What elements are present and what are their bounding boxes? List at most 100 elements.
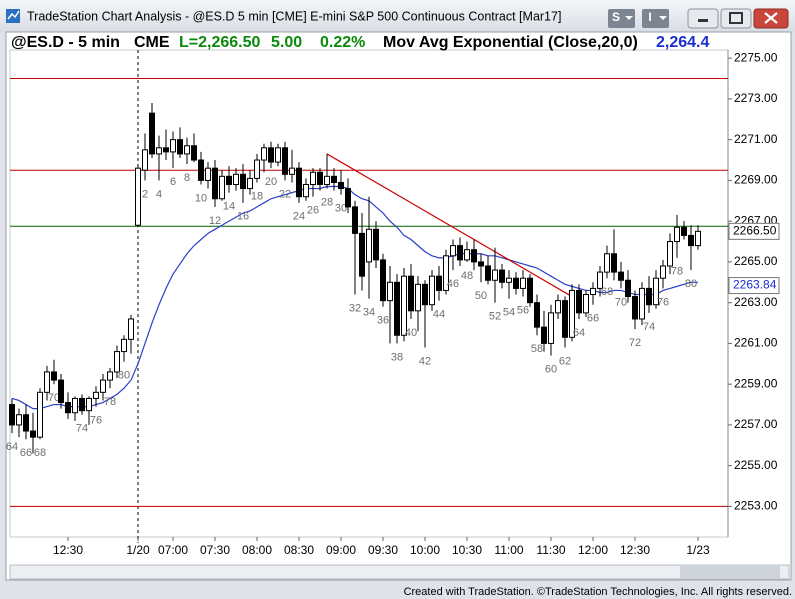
candle-body [513,277,519,289]
candle-body [128,318,134,340]
bar-number: 64 [6,441,18,453]
candle-body [478,261,484,267]
candle-body [205,167,211,181]
candle-body [44,371,50,393]
candle-body [79,397,85,412]
candle-body [331,175,337,183]
candle-body [310,171,316,185]
candle-body [632,296,638,320]
candle-body [443,255,449,291]
minimize-button[interactable] [687,8,719,29]
candle-body [345,188,351,208]
candle-body [415,283,421,312]
candle-body [107,371,113,381]
candle-body [373,228,379,261]
candle-body [380,259,386,302]
bar-number: 20 [265,176,277,188]
candle-body [436,275,442,291]
symbol: @ES.D - 5 min [11,34,120,51]
price-label: 2263.84 [733,278,777,292]
bar-number: 60 [545,364,557,376]
bar-number: 80 [685,278,697,290]
scroll-bar[interactable] [9,564,790,580]
x-tick-label: 07:00 [158,543,188,557]
candle-body [254,159,260,179]
candle-body [569,289,575,338]
window-title: TradeStation Chart Analysis - @ES.D 5 mi… [27,9,561,23]
candle-body [429,275,435,306]
candle-body [233,173,239,185]
candle-body [177,139,183,155]
bar-number: 22 [279,188,291,200]
bar-number: 56 [517,304,529,316]
bar-number: 42 [419,355,431,367]
candle-body [534,302,540,328]
candle-body [72,397,78,414]
bar-number: 28 [321,196,333,208]
maximize-button[interactable] [720,8,752,29]
ema-line [11,185,698,410]
bar-number: 30 [335,203,347,215]
candle-body [527,277,533,304]
candle-body [499,269,505,283]
bar-number: 18 [251,190,263,202]
candle-body [611,253,617,273]
candle-body [338,181,344,190]
price-label: 2266.50 [733,224,777,238]
footer-credit: Created with TradeStation. ©TradeStation… [404,586,792,598]
y-tick-label: 2261.00 [734,336,778,350]
s-button[interactable] [608,9,635,28]
bar-number: 64 [573,327,585,339]
scroll-thumb[interactable] [680,566,780,578]
candle-body [457,245,463,261]
candle-body [121,338,127,353]
x-tick-label: 10:30 [452,543,482,557]
exchange: CME [134,34,170,51]
price-label-box [728,277,780,295]
candle-body [65,402,71,414]
header: @ES.D - 5 min CME L=2,266.50 5.00 0.22% … [11,34,709,51]
bar-number: 78 [104,396,116,408]
y-tick-label: 2265.00 [734,254,778,268]
candle-body [219,175,225,200]
candle-body [352,206,358,234]
x-tick-label: 09:30 [368,543,398,557]
candle-body [324,175,330,185]
candle-body [366,228,372,263]
candle-body [653,277,659,306]
candle-body [156,147,162,155]
x-tick-label: 12:00 [578,543,608,557]
candle-body [170,139,176,153]
candle-body [625,279,631,298]
bar-number: 74 [643,321,655,333]
y-tick-label: 2257.00 [734,417,778,431]
candle-body [114,351,120,373]
i-button[interactable] [642,9,669,28]
bar-number: 24 [293,211,305,223]
candle-body [590,287,596,296]
i-button-arrow [659,16,667,20]
candle-body [387,281,393,302]
y-tick-label: 2271.00 [734,132,778,146]
bar-number: 52 [489,311,501,323]
bar-number: 66 [20,447,32,459]
y-tick-label: 2273.00 [734,91,778,105]
bar-number: 12 [209,215,221,227]
candle-body [100,379,106,393]
candle-body [555,300,561,314]
s-button-label: S [612,10,620,24]
candle-body [86,397,92,412]
y-tick-label: 2263.00 [734,295,778,309]
candle-body [667,241,673,267]
x-tick-label: 1/20 [126,543,150,557]
x-tick-label: 11:00 [494,543,523,557]
candle-body [135,167,141,226]
bar-number: 68 [601,286,613,298]
candle-body [58,379,64,404]
bar-number: 14 [223,201,235,213]
bar-number: 16 [237,211,249,223]
candle-body [275,147,281,163]
x-tick-label: 08:30 [284,543,314,557]
candle-body [282,147,288,175]
candle-body [37,391,43,438]
